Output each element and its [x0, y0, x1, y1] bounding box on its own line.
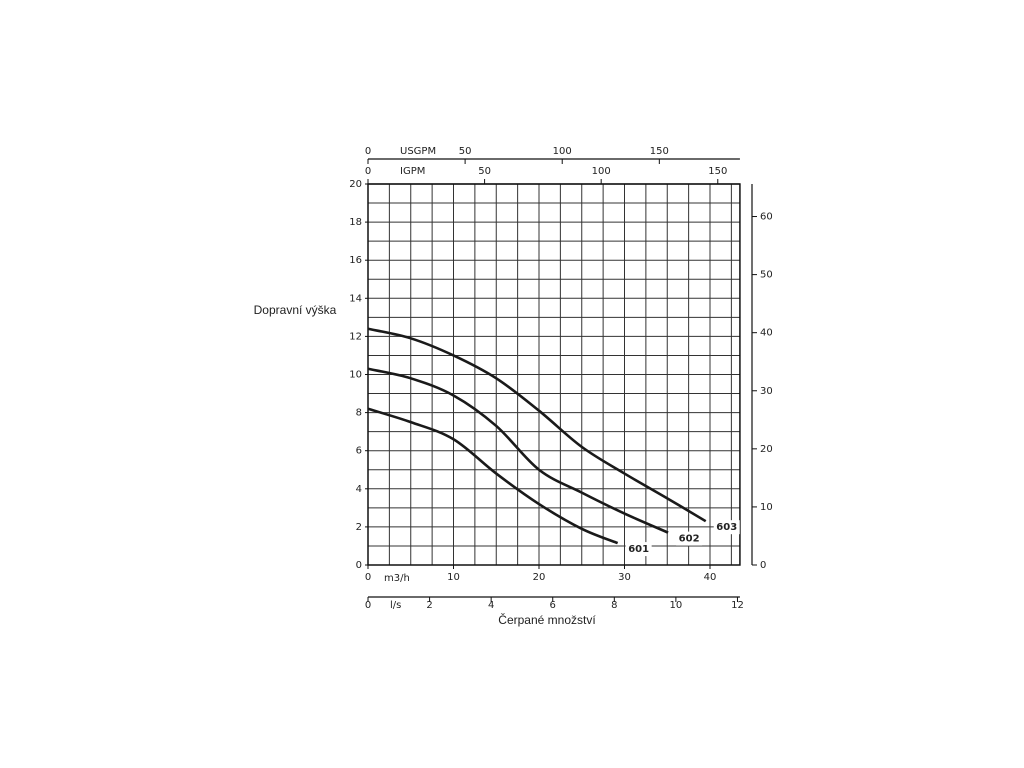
y-tick-label: 4: [356, 484, 362, 495]
curve-label: 601: [628, 544, 649, 555]
y-tick-label: 14: [349, 293, 362, 304]
secondary-axis-unit: IGPM: [400, 166, 425, 177]
secondary-tick-label: 6: [550, 600, 556, 611]
x-tick-label: 10: [447, 572, 460, 583]
secondary-tick-label: 2: [426, 600, 432, 611]
y2-tick-label: 0: [760, 560, 766, 571]
y-axis-label: Dopravní výška: [254, 303, 337, 317]
y-tick-label: 2: [356, 522, 362, 533]
x-unit: m3/h: [384, 573, 410, 584]
y2-tick-label: 50: [760, 270, 773, 281]
curve-label-box: [676, 531, 703, 546]
secondary-tick-label: 50: [478, 166, 491, 177]
secondary-tick-label: 150: [650, 146, 669, 157]
y2-tick-label: 20: [760, 444, 773, 455]
curve-label: 603: [716, 522, 737, 533]
curve-label-box: [625, 542, 652, 557]
y-tick-label: 10: [349, 370, 362, 381]
y-tick-label: 0: [356, 560, 362, 571]
y2-tick-label: 40: [760, 328, 773, 339]
y2-tick-label: 60: [760, 212, 773, 223]
y2-tick-label: 30: [760, 386, 773, 397]
secondary-tick-label: 50: [459, 146, 472, 157]
y-tick-label: 16: [349, 255, 362, 266]
secondary-tick-label: 150: [708, 166, 727, 177]
secondary-tick-label: 10: [670, 600, 683, 611]
y-tick-label: 12: [349, 331, 362, 342]
pump-curve: [367, 327, 707, 523]
pump-curve: [367, 367, 669, 534]
secondary-tick-label: 0: [365, 600, 371, 611]
secondary-tick-label: 100: [553, 146, 572, 157]
curve-label-box: [713, 520, 740, 535]
y-tick-label: 20: [349, 179, 362, 190]
secondary-tick-label: 0: [365, 166, 371, 177]
x-axis-label: Čerpané množství: [498, 612, 596, 627]
x-tick-label: 0: [365, 572, 371, 583]
secondary-tick-label: 0: [365, 146, 371, 157]
secondary-tick-label: 12: [731, 600, 744, 611]
y-tick-label: 18: [349, 217, 362, 228]
y2-tick-label: 10: [760, 502, 773, 513]
secondary-tick-label: 8: [611, 600, 617, 611]
x-tick-label: 20: [533, 572, 546, 583]
pump-curve: [367, 407, 619, 545]
x-tick-label: 30: [618, 572, 631, 583]
curve-label: 602: [679, 534, 700, 545]
x-tick-label: 40: [704, 572, 717, 583]
y-tick-label: 6: [356, 446, 362, 457]
secondary-tick-label: 100: [592, 166, 611, 177]
secondary-axis-unit: USGPM: [400, 146, 436, 157]
secondary-axis-unit: l/s: [390, 600, 401, 611]
secondary-tick-label: 4: [488, 600, 494, 611]
y-tick-label: 8: [356, 408, 362, 419]
